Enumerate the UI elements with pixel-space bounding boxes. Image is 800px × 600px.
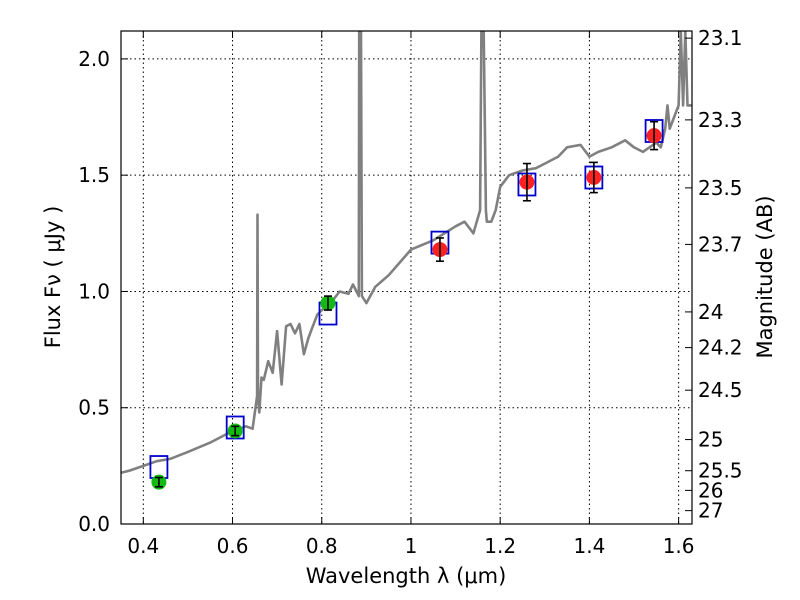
magnitude-tick-label: 27	[698, 499, 723, 523]
y-tick-label: 1.0	[78, 279, 110, 303]
x-tick-label: 0.6	[217, 534, 249, 558]
magnitude-tick-label: 25	[698, 428, 723, 452]
x-tick-label: 1.4	[573, 534, 605, 558]
magnitude-tick-label: 26	[698, 478, 723, 502]
magnitude-tick-label: 23.7	[698, 232, 743, 256]
magnitude-tick-label: 24.5	[698, 378, 743, 402]
y-tick-label: 0.5	[78, 396, 110, 420]
y-tick-label: 1.5	[78, 163, 110, 187]
x-axis: 0.4 0.6 0.8 1 1.2 1.4 1.6	[127, 31, 695, 558]
magnitude-tick-label: 23.1	[698, 26, 743, 50]
x-tick-label: 1.6	[663, 534, 695, 558]
y-axis: 0.0 0.5 1.0 1.5 2.0	[78, 47, 128, 536]
magnitude-tick-label: 24.2	[698, 336, 743, 360]
x-axis-label: Wavelength λ (μm)	[306, 564, 507, 588]
model-photometry-boxes	[149, 119, 664, 479]
y-axis-label: Flux Fν ( μJy )	[41, 206, 65, 349]
magnitude-tick-label: 23.3	[698, 108, 743, 132]
x-tick-label: 0.4	[127, 534, 159, 558]
y-tick-label: 2.0	[78, 47, 110, 71]
plot-frame	[120, 30, 693, 525]
x-tick-label: 0.8	[306, 534, 338, 558]
model-spectrum	[121, 31, 692, 475]
x-tick-label: 1	[405, 534, 418, 558]
model-photometry-box	[225, 415, 245, 440]
model-spectrum-line	[121, 31, 692, 475]
grid	[121, 31, 692, 525]
x-tick-label: 1.2	[484, 534, 516, 558]
magnitude-tick-label: 24	[698, 300, 723, 324]
observed-points	[151, 120, 662, 490]
y-tick-label: 0.0	[78, 512, 110, 536]
magnitude-axis-label: Magnitude (AB)	[753, 195, 777, 358]
magnitude-tick-label: 23.5	[698, 176, 743, 200]
magnitude-tick-label: 25.5	[698, 459, 743, 483]
